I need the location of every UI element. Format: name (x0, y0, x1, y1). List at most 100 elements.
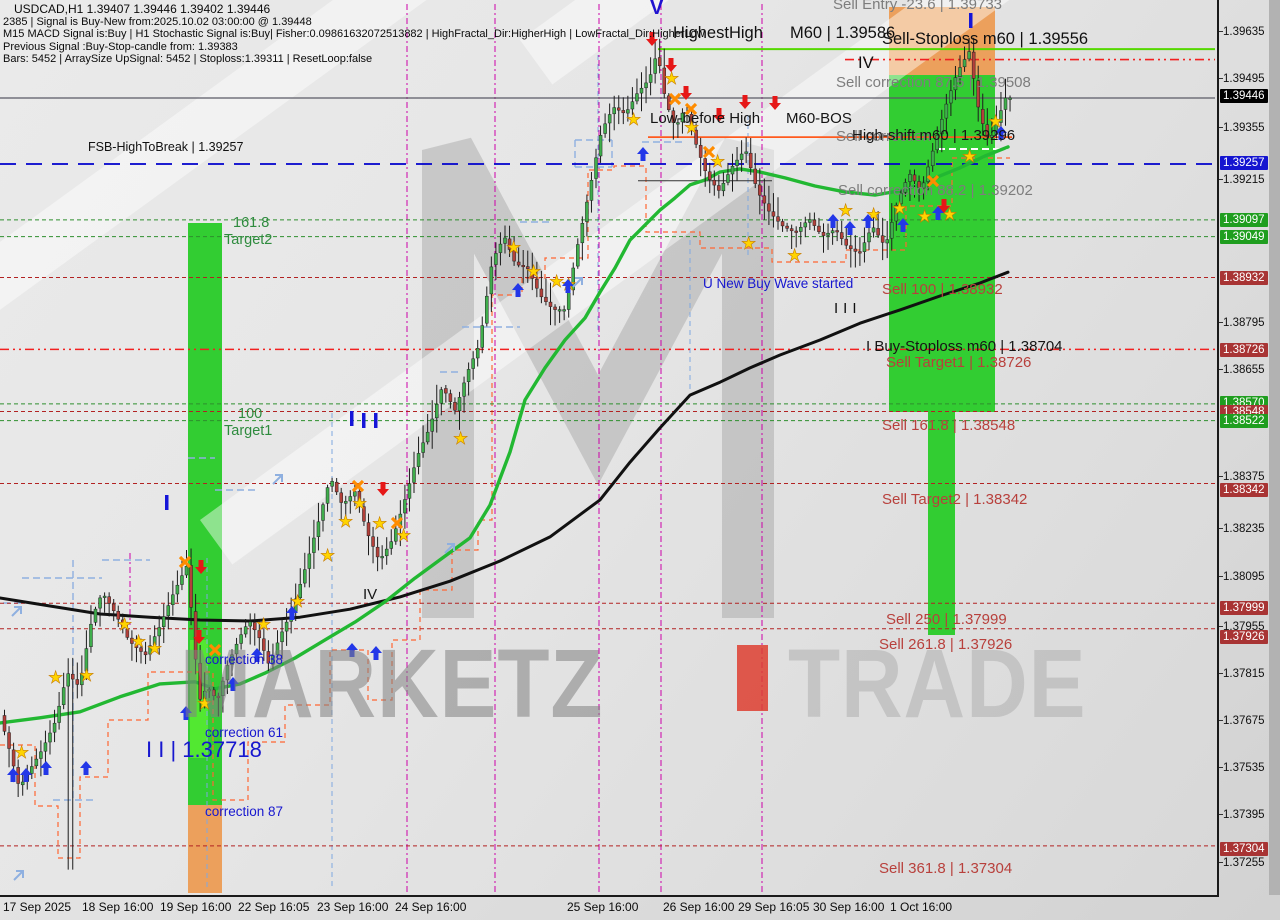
candle-down (253, 622, 257, 631)
candle-up (1003, 97, 1008, 110)
current-price-badge: 1.39446 (1220, 89, 1268, 103)
star-icon: ★ (549, 272, 564, 292)
candle-up (89, 623, 93, 647)
candle-up (935, 134, 939, 151)
price-tick: 1.39355 (1219, 121, 1265, 135)
ma-fast (0, 145, 1010, 725)
candle-up (799, 227, 803, 232)
axis-tick-mark (1219, 78, 1223, 79)
candle-down (876, 228, 880, 236)
buy-arrow-icon (897, 218, 909, 232)
time-tick: 25 Sep 16:00 (567, 900, 639, 914)
candle-up (380, 556, 384, 559)
star-icon: ★ (48, 668, 63, 688)
chart-area[interactable]: ★★★★★★★★★★★★★★★★★★★★★★★★★★★★★★★★ MARKETZ… (0, 0, 1219, 897)
candle-up (598, 135, 603, 157)
star-icon: ★ (684, 118, 699, 138)
candle-down (11, 749, 16, 767)
axis-tick-mark (1219, 673, 1223, 674)
candle-up (102, 595, 107, 598)
candle-down (266, 651, 271, 664)
candle-down (544, 296, 548, 302)
candle-up (20, 781, 25, 786)
sell-arrow-icon (195, 560, 207, 574)
price-axis[interactable]: 1.39635 1.39495 1.39446 1.39355 1.39257 1.392… (1219, 0, 1280, 895)
time-tick: 1 Oct 16:00 (890, 900, 953, 914)
candle-up (248, 621, 252, 627)
buy-arrow-icon (180, 706, 192, 720)
candle-down (130, 637, 134, 644)
sell-arrow-icon (377, 482, 389, 496)
price-tick: 1.37815 (1219, 667, 1265, 681)
star-icon: ★ (453, 429, 468, 449)
price-tick: 1.37304 (1220, 842, 1268, 856)
candle-up (93, 608, 98, 623)
candle-up (435, 404, 439, 419)
candle-up (80, 672, 84, 686)
sell-arrow-icon (680, 86, 692, 100)
candle-up (221, 680, 225, 696)
time-axis[interactable]: 17 Sep 2025 18 Sep 16:00 19 Sep 16:00 22 Se… (0, 897, 1280, 920)
candle-up (407, 483, 412, 499)
candle-down (2, 715, 7, 732)
buy-arrow-icon (227, 677, 239, 691)
star-icon: ★ (741, 234, 756, 254)
sell-arrow-icon (769, 96, 781, 110)
star-icon: ★ (338, 512, 353, 532)
axis-tick-mark (1219, 369, 1223, 370)
candle-up (585, 201, 589, 222)
candle-down (453, 402, 457, 411)
candle-up (926, 166, 930, 182)
time-tick: 26 Sep 16:00 (663, 900, 735, 914)
candle-down (553, 306, 557, 310)
star-icon: ★ (396, 526, 411, 546)
candle-up (744, 151, 748, 154)
x-mark-icon (684, 102, 698, 116)
candle-up (353, 491, 357, 497)
candle-up (166, 605, 171, 616)
x-mark-icon (178, 555, 192, 569)
candle-down (880, 235, 885, 243)
price-tick: 1.38726 (1220, 343, 1268, 357)
candle-down (776, 216, 780, 222)
candle-down (912, 174, 917, 182)
zone-orange (889, 7, 995, 75)
signal-zones (188, 7, 995, 893)
candle-down (507, 238, 512, 250)
hollow-arrow-icon (11, 606, 22, 617)
candle-down (107, 596, 111, 604)
candle-down (189, 565, 193, 608)
candle-up (607, 114, 612, 124)
axis-tick-mark (1219, 179, 1223, 180)
candle-up (494, 253, 498, 265)
candle-down (858, 251, 862, 254)
watermark-stripe (200, 0, 1217, 565)
candle-up (644, 82, 648, 89)
roman-tick (350, 411, 354, 426)
candle-down (116, 611, 120, 620)
candle-down (444, 388, 448, 394)
candle-up (234, 643, 239, 655)
candle-up (475, 348, 480, 359)
candle-up (944, 103, 949, 119)
buy-arrow-icon (562, 279, 574, 293)
candle-down (985, 124, 990, 137)
price-tick: 1.38375 (1219, 470, 1265, 484)
candle-up (953, 77, 958, 91)
buy-arrow-icon (637, 147, 649, 161)
sell-arrow-icon (713, 108, 725, 122)
candle-up (457, 397, 462, 412)
candle-up (416, 453, 421, 467)
candle-down (7, 732, 11, 749)
candle-up (307, 553, 312, 569)
x-mark-icon (351, 479, 365, 493)
candle-up (871, 227, 876, 233)
candle-up (430, 418, 434, 432)
candle-up (962, 59, 967, 68)
candle-up (98, 597, 102, 609)
candle-down (71, 673, 75, 680)
candle-up (466, 369, 471, 382)
candle-up (626, 109, 630, 114)
candle-up (808, 219, 812, 223)
candle-up (439, 389, 444, 404)
